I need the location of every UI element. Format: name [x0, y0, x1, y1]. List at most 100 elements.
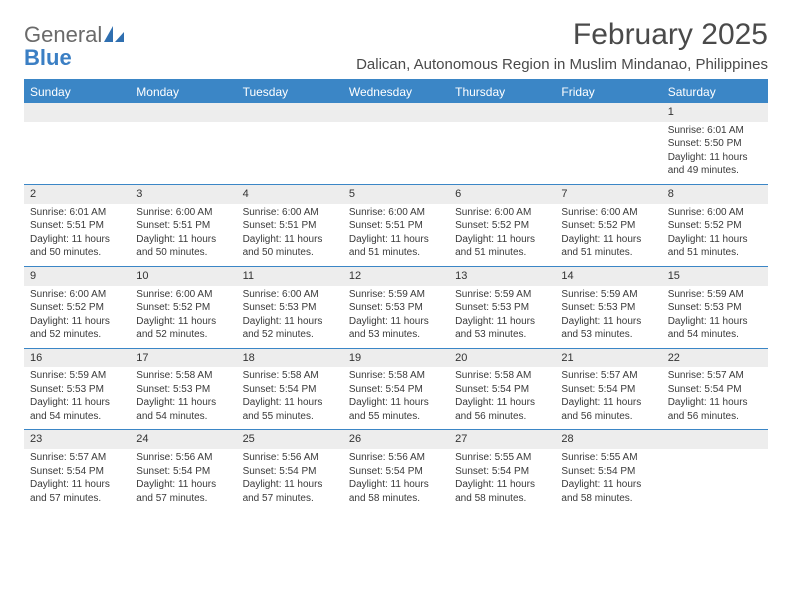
day-body-cell: Sunrise: 6:01 AMSunset: 5:51 PMDaylight:…	[24, 204, 130, 267]
day-number-cell	[24, 103, 130, 122]
day-number-cell: 22	[662, 348, 768, 367]
sunset-line: Sunset: 5:52 PM	[561, 219, 655, 233]
sunrise-line: Sunrise: 5:59 AM	[455, 288, 549, 302]
day-number-cell: 20	[449, 348, 555, 367]
day-number-cell: 21	[555, 348, 661, 367]
day-number-cell: 23	[24, 430, 130, 449]
day-body-cell: Sunrise: 5:59 AMSunset: 5:53 PMDaylight:…	[343, 286, 449, 349]
sunrise-line: Sunrise: 5:57 AM	[30, 451, 124, 465]
sunset-line: Sunset: 5:54 PM	[455, 383, 549, 397]
day-body-cell: Sunrise: 5:59 AMSunset: 5:53 PMDaylight:…	[555, 286, 661, 349]
sunrise-line: Sunrise: 5:58 AM	[349, 369, 443, 383]
daylight-line: Daylight: 11 hours and 55 minutes.	[243, 396, 337, 423]
day-body-cell: Sunrise: 6:00 AMSunset: 5:51 PMDaylight:…	[237, 204, 343, 267]
day-number-cell: 3	[130, 184, 236, 203]
sunset-line: Sunset: 5:51 PM	[243, 219, 337, 233]
sunset-line: Sunset: 5:53 PM	[243, 301, 337, 315]
day-body-cell: Sunrise: 5:55 AMSunset: 5:54 PMDaylight:…	[555, 449, 661, 511]
day-body-cell: Sunrise: 5:56 AMSunset: 5:54 PMDaylight:…	[237, 449, 343, 511]
page-header: General Blue February 2025 Dalican, Auto…	[24, 18, 768, 73]
daylight-line: Daylight: 11 hours and 53 minutes.	[349, 315, 443, 342]
sunset-line: Sunset: 5:51 PM	[136, 219, 230, 233]
day-number-cell: 25	[237, 430, 343, 449]
sunrise-line: Sunrise: 6:00 AM	[30, 288, 124, 302]
day-number-cell: 17	[130, 348, 236, 367]
sunrise-line: Sunrise: 5:59 AM	[561, 288, 655, 302]
daylight-line: Daylight: 11 hours and 52 minutes.	[136, 315, 230, 342]
day-number-cell: 14	[555, 266, 661, 285]
sunrise-line: Sunrise: 5:56 AM	[136, 451, 230, 465]
sunrise-line: Sunrise: 5:59 AM	[668, 288, 762, 302]
sunset-line: Sunset: 5:54 PM	[561, 465, 655, 479]
day-number-row: 9101112131415	[24, 266, 768, 285]
sunrise-line: Sunrise: 6:00 AM	[136, 288, 230, 302]
sunrise-line: Sunrise: 6:01 AM	[30, 206, 124, 220]
day-number-row: 2345678	[24, 184, 768, 203]
sunset-line: Sunset: 5:50 PM	[668, 137, 762, 151]
day-body-cell: Sunrise: 6:00 AMSunset: 5:52 PMDaylight:…	[24, 286, 130, 349]
day-body-cell	[343, 122, 449, 185]
logo-text: General Blue	[24, 24, 124, 70]
daylight-line: Daylight: 11 hours and 50 minutes.	[136, 233, 230, 260]
daylight-line: Daylight: 11 hours and 51 minutes.	[455, 233, 549, 260]
sunrise-line: Sunrise: 5:58 AM	[243, 369, 337, 383]
weekday-header: Wednesday	[343, 80, 449, 103]
daylight-line: Daylight: 11 hours and 56 minutes.	[668, 396, 762, 423]
day-body-cell: Sunrise: 6:00 AMSunset: 5:51 PMDaylight:…	[343, 204, 449, 267]
day-body-cell	[24, 122, 130, 185]
day-body-cell	[237, 122, 343, 185]
day-number-cell: 19	[343, 348, 449, 367]
daylight-line: Daylight: 11 hours and 54 minutes.	[136, 396, 230, 423]
sunrise-line: Sunrise: 5:58 AM	[136, 369, 230, 383]
weekday-header: Sunday	[24, 80, 130, 103]
day-body-cell: Sunrise: 5:56 AMSunset: 5:54 PMDaylight:…	[343, 449, 449, 511]
day-number-cell: 16	[24, 348, 130, 367]
logo-sail-icon	[104, 26, 124, 47]
weekday-header: Monday	[130, 80, 236, 103]
sunset-line: Sunset: 5:54 PM	[243, 465, 337, 479]
day-body-cell: Sunrise: 6:00 AMSunset: 5:51 PMDaylight:…	[130, 204, 236, 267]
day-body-cell: Sunrise: 6:00 AMSunset: 5:52 PMDaylight:…	[555, 204, 661, 267]
daylight-line: Daylight: 11 hours and 58 minutes.	[561, 478, 655, 505]
location-subtitle: Dalican, Autonomous Region in Muslim Min…	[356, 56, 768, 73]
day-body-cell: Sunrise: 6:00 AMSunset: 5:52 PMDaylight:…	[130, 286, 236, 349]
sunset-line: Sunset: 5:54 PM	[30, 465, 124, 479]
sunset-line: Sunset: 5:53 PM	[349, 301, 443, 315]
day-body-cell: Sunrise: 5:59 AMSunset: 5:53 PMDaylight:…	[449, 286, 555, 349]
daylight-line: Daylight: 11 hours and 50 minutes.	[30, 233, 124, 260]
calendar-page: General Blue February 2025 Dalican, Auto…	[0, 0, 792, 521]
daylight-line: Daylight: 11 hours and 58 minutes.	[349, 478, 443, 505]
day-number-cell: 28	[555, 430, 661, 449]
day-number-cell: 9	[24, 266, 130, 285]
daylight-line: Daylight: 11 hours and 57 minutes.	[136, 478, 230, 505]
daylight-line: Daylight: 11 hours and 50 minutes.	[243, 233, 337, 260]
day-body-row: Sunrise: 5:59 AMSunset: 5:53 PMDaylight:…	[24, 367, 768, 430]
day-number-cell: 15	[662, 266, 768, 285]
sunrise-line: Sunrise: 5:56 AM	[243, 451, 337, 465]
day-number-cell: 4	[237, 184, 343, 203]
day-number-cell	[662, 430, 768, 449]
sunset-line: Sunset: 5:54 PM	[243, 383, 337, 397]
weekday-header: Tuesday	[237, 80, 343, 103]
day-body-cell	[130, 122, 236, 185]
sunset-line: Sunset: 5:54 PM	[349, 383, 443, 397]
day-number-cell: 26	[343, 430, 449, 449]
day-number-row: 16171819202122	[24, 348, 768, 367]
weekday-header: Friday	[555, 80, 661, 103]
day-body-cell: Sunrise: 5:56 AMSunset: 5:54 PMDaylight:…	[130, 449, 236, 511]
daylight-line: Daylight: 11 hours and 54 minutes.	[30, 396, 124, 423]
daylight-line: Daylight: 11 hours and 53 minutes.	[455, 315, 549, 342]
sunset-line: Sunset: 5:51 PM	[30, 219, 124, 233]
weekday-header-row: Sunday Monday Tuesday Wednesday Thursday…	[24, 80, 768, 103]
brand-logo: General Blue	[24, 18, 124, 70]
day-body-row: Sunrise: 6:00 AMSunset: 5:52 PMDaylight:…	[24, 286, 768, 349]
logo-word-blue: Blue	[24, 45, 72, 70]
day-body-cell: Sunrise: 6:00 AMSunset: 5:52 PMDaylight:…	[662, 204, 768, 267]
sunrise-line: Sunrise: 5:56 AM	[349, 451, 443, 465]
day-number-cell: 2	[24, 184, 130, 203]
day-number-cell: 1	[662, 103, 768, 122]
sunset-line: Sunset: 5:52 PM	[136, 301, 230, 315]
daylight-line: Daylight: 11 hours and 56 minutes.	[455, 396, 549, 423]
sunrise-line: Sunrise: 6:00 AM	[243, 206, 337, 220]
daylight-line: Daylight: 11 hours and 55 minutes.	[349, 396, 443, 423]
